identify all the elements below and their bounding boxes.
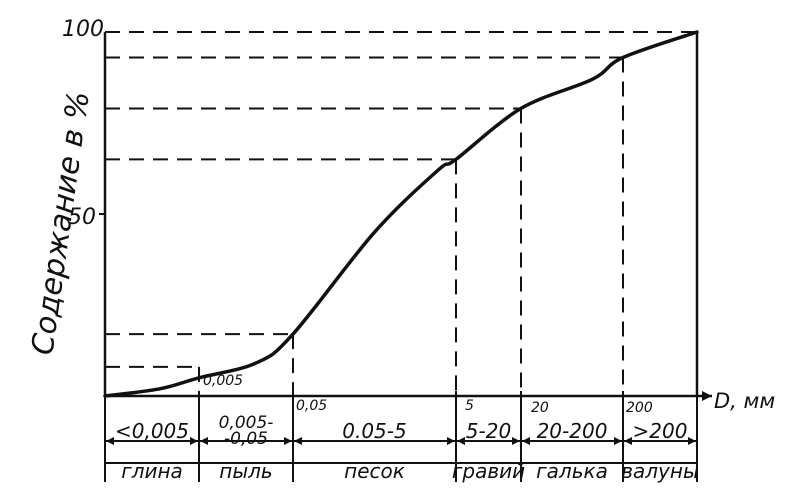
range-arrow-left (200, 437, 208, 445)
axes (99, 32, 712, 401)
range-arrow-left (522, 437, 530, 445)
fraction-name: песок (344, 459, 405, 483)
range-label: -0,05 (224, 429, 268, 449)
y-tick-label-100: 100 (62, 17, 104, 42)
x-tick-label: 20 (531, 400, 549, 416)
fraction-name: глина (121, 459, 183, 483)
range-arrow-right (688, 437, 696, 445)
reference-lines (105, 31, 697, 396)
fraction-name: пыль (219, 459, 272, 483)
x-axis-label: D, мм (714, 389, 775, 413)
range-label: 5-20 (466, 419, 511, 443)
x-tick-label: 200 (626, 400, 653, 416)
fraction-table: <0,005 глина 0,005--0,05 пыль 0.05-5 песок 5-2… (104, 396, 699, 483)
range-label: 0,005- (219, 413, 274, 433)
y-tick-label-50: 50 (68, 205, 96, 230)
range-arrow-left (106, 437, 114, 445)
range-arrow-right (614, 437, 622, 445)
fraction-name: галька (536, 459, 608, 483)
range-arrow-right (284, 437, 292, 445)
range-label: <0,005 (115, 419, 189, 443)
range-arrow-left (624, 437, 632, 445)
range-arrow-right (447, 437, 455, 445)
curve-group (103, 30, 699, 398)
range-arrow-right (190, 437, 198, 445)
range-label: 20-200 (537, 419, 608, 443)
range-label: 0.05-5 (342, 419, 406, 443)
range-label: >200 (633, 419, 688, 443)
grain-size-curve (103, 30, 699, 398)
x-tick-label: 0,005 (203, 373, 243, 389)
fraction-name: валуны (621, 459, 699, 483)
range-arrow-right (512, 437, 520, 445)
fraction-name: гравий (452, 459, 525, 483)
range-arrow-left (294, 437, 302, 445)
range-arrow-left (457, 437, 465, 445)
x-tick-label: 0,05 (296, 398, 327, 414)
x-tick-label: 5 (465, 398, 474, 414)
x-axis-arrow (702, 391, 712, 401)
